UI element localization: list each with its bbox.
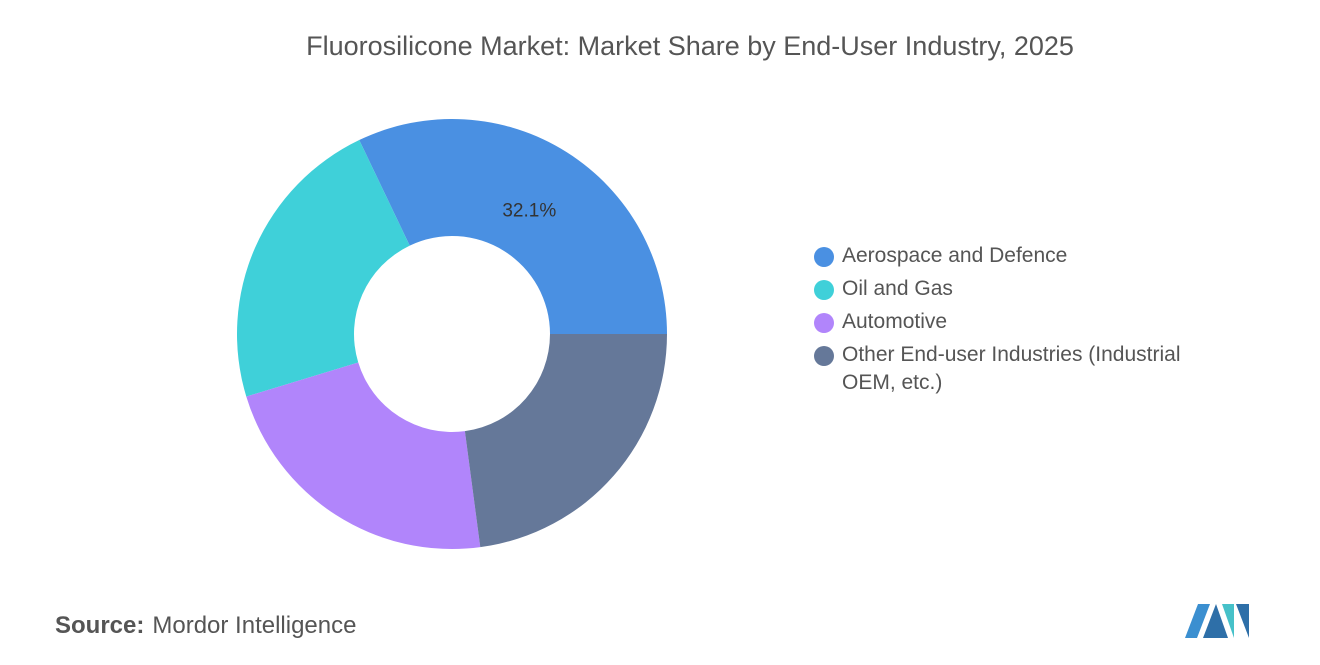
legend-label: Automotive xyxy=(842,310,948,333)
donut-segment xyxy=(359,119,667,334)
donut-segment xyxy=(464,334,667,548)
donut-segment xyxy=(237,140,410,397)
data-label: 32.1% xyxy=(502,200,556,221)
donut-segment xyxy=(246,362,481,550)
source-label: Source: xyxy=(55,612,145,639)
legend-item: Oil and Gas xyxy=(812,275,1212,303)
legend-label: Other End-user Industries (Industrial OE… xyxy=(842,343,1181,394)
legend-item: Aerospace and Defence xyxy=(812,242,1212,270)
chart-title: Fluorosilicone Market: Market Share by E… xyxy=(306,31,1074,61)
legend-label: Oil and Gas xyxy=(842,277,953,300)
source-text: Mordor Intelligence xyxy=(152,612,357,639)
legend-swatch xyxy=(814,247,834,267)
logo xyxy=(1185,604,1249,638)
legend-swatch xyxy=(814,280,834,300)
legend-swatch xyxy=(814,346,834,366)
legend-label: Aerospace and Defence xyxy=(842,244,1068,267)
legend-item: Other End-user Industries (Industrial OE… xyxy=(812,341,1212,397)
legend-swatch xyxy=(814,313,834,333)
legend-item: Automotive xyxy=(812,308,1212,336)
source: Source: Mordor Intelligence xyxy=(55,612,356,640)
legend: Aerospace and Defence Oil and Gas Automoti… xyxy=(812,242,1212,402)
